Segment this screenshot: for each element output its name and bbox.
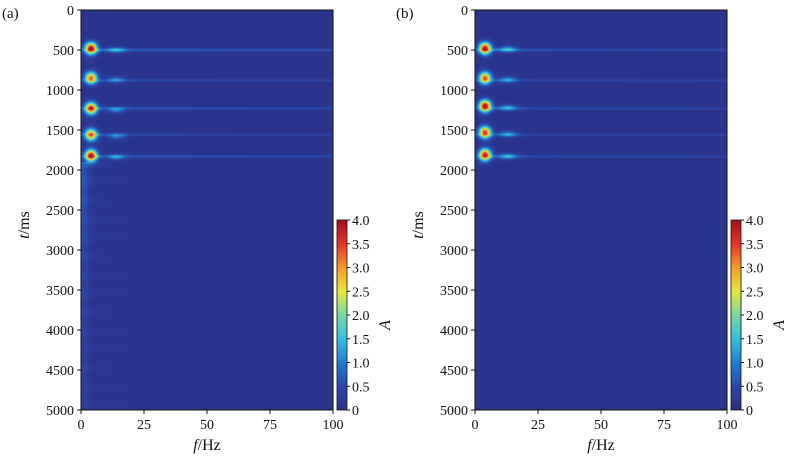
y-tick-label: 2000 bbox=[46, 164, 74, 179]
y-tick-label: 500 bbox=[447, 44, 468, 59]
y-tick-label: 5000 bbox=[440, 404, 468, 419]
y-tick-label: 4000 bbox=[440, 324, 468, 339]
colorbar bbox=[730, 219, 742, 411]
x-tick-label: 0 bbox=[78, 418, 85, 433]
x-tick-label: 100 bbox=[717, 418, 738, 433]
colorbar bbox=[336, 219, 348, 411]
panel-b: 0 25 50 75 100050010001500200025003000350040… bbox=[396, 4, 788, 454]
y-tick-label: 2000 bbox=[440, 164, 468, 179]
panel-a: 0 25 50 75 100050010001500200025003000350040… bbox=[2, 4, 394, 454]
heatmap-image bbox=[475, 10, 727, 410]
colorbar-tick-label: 4.0 bbox=[746, 214, 764, 229]
x-axis-title: f/Hz bbox=[193, 437, 221, 454]
y-axis-title: t/ms bbox=[410, 211, 427, 239]
x-tick-label: 75 bbox=[657, 418, 671, 433]
colorbar-tick-label: 4.0 bbox=[352, 214, 370, 229]
x-tick-label: 0 bbox=[472, 418, 479, 433]
y-tick-label: 3000 bbox=[46, 244, 74, 259]
y-tick-label: 3500 bbox=[440, 284, 468, 299]
y-tick-label: 1500 bbox=[46, 124, 74, 139]
x-tick-label: 100 bbox=[323, 418, 344, 433]
x-tick-label: 75 bbox=[263, 418, 277, 433]
y-tick-label: 2500 bbox=[46, 204, 74, 219]
colorbar-title: A bbox=[377, 320, 394, 331]
y-tick-label: 1500 bbox=[440, 124, 468, 139]
y-tick-label: 0 bbox=[461, 4, 468, 19]
colorbar-tick-label: 2.0 bbox=[746, 309, 764, 324]
x-tick-label: 25 bbox=[137, 418, 151, 433]
colorbar-title: A bbox=[771, 320, 788, 331]
y-tick-label: 0 bbox=[67, 4, 74, 19]
colorbar-tick-label: 3.5 bbox=[746, 238, 764, 253]
colorbar-tick-label: 0.5 bbox=[746, 380, 764, 395]
x-axis-title: f/Hz bbox=[587, 437, 615, 454]
colorbar-tick-label: 3.0 bbox=[352, 262, 370, 277]
y-tick-label: 3000 bbox=[440, 244, 468, 259]
colorbar-tick-label: 3.5 bbox=[352, 238, 370, 253]
colorbar-tick-label: 2.0 bbox=[352, 309, 370, 324]
x-tick-label: 25 bbox=[531, 418, 545, 433]
y-tick-label: 4000 bbox=[46, 324, 74, 339]
colorbar-tick-label: 1.5 bbox=[352, 333, 370, 348]
colorbar-tick-label: 1.0 bbox=[746, 357, 764, 372]
colorbar-tick-label: 2.5 bbox=[352, 285, 370, 300]
colorbar-tick-label: 2.5 bbox=[746, 285, 764, 300]
colorbar-tick-label: 0 bbox=[352, 404, 359, 419]
y-axis-title: t/ms bbox=[16, 211, 33, 239]
colorbar-tick-label: 0 bbox=[746, 404, 753, 419]
heatmap-image bbox=[81, 10, 333, 410]
y-tick-label: 500 bbox=[53, 44, 74, 59]
colorbar-tick-label: 1.5 bbox=[746, 333, 764, 348]
y-tick-label: 4500 bbox=[46, 364, 74, 379]
y-tick-label: 3500 bbox=[46, 284, 74, 299]
colorbar-tick-label: 3.0 bbox=[746, 262, 764, 277]
y-tick-label: 5000 bbox=[46, 404, 74, 419]
colorbar-tick-label: 0.5 bbox=[352, 380, 370, 395]
y-tick-label: 2500 bbox=[440, 204, 468, 219]
y-tick-label: 1000 bbox=[440, 84, 468, 99]
panel-label: (b) bbox=[396, 6, 414, 22]
x-tick-label: 50 bbox=[200, 418, 214, 433]
x-tick-label: 50 bbox=[594, 418, 608, 433]
colorbar-tick-label: 1.0 bbox=[352, 357, 370, 372]
y-tick-label: 4500 bbox=[440, 364, 468, 379]
panel-label: (a) bbox=[2, 6, 19, 22]
y-tick-label: 1000 bbox=[46, 84, 74, 99]
